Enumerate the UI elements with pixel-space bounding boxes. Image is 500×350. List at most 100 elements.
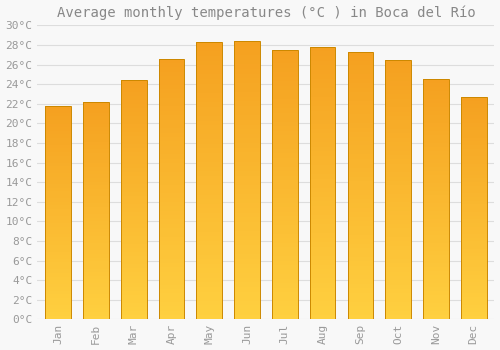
Bar [423,195,448,199]
Bar [461,153,486,156]
Bar [83,113,109,116]
Bar [348,154,373,159]
Bar [234,41,260,319]
Bar [386,146,411,150]
Bar [386,293,411,298]
Bar [158,102,184,106]
Bar [234,83,260,88]
Bar [83,225,109,229]
Bar [423,131,448,135]
Bar [386,86,411,90]
Bar [83,134,109,138]
Bar [386,224,411,229]
Bar [348,105,373,110]
Bar [386,298,411,302]
Bar [461,245,486,249]
Bar [234,222,260,226]
Bar [234,287,260,292]
Bar [461,116,486,119]
Bar [46,152,71,155]
Bar [461,149,486,153]
Bar [196,172,222,176]
Bar [83,203,109,207]
Bar [46,276,71,280]
Bar [196,162,222,167]
Bar [386,159,411,163]
Bar [234,152,260,157]
Bar [272,162,297,167]
Bar [386,289,411,293]
Bar [83,290,109,294]
Bar [272,158,297,162]
Bar [46,145,71,148]
Bar [46,312,71,316]
Bar [272,274,297,279]
Bar [423,127,448,131]
Bar [83,145,109,149]
Bar [386,216,411,220]
Bar [310,292,336,297]
Bar [196,195,222,199]
Bar [234,69,260,74]
Bar [348,119,373,123]
Bar [46,255,71,259]
Bar [272,270,297,274]
Bar [46,141,71,145]
Bar [158,163,184,167]
Bar [386,133,411,138]
Bar [158,80,184,85]
Bar [83,316,109,319]
Bar [423,143,448,147]
Bar [348,74,373,79]
Bar [461,286,486,290]
Bar [158,137,184,141]
Bar [46,302,71,305]
Bar [310,242,336,247]
Bar [234,102,260,106]
Bar [83,294,109,298]
Bar [461,241,486,245]
Bar [423,263,448,267]
Bar [83,232,109,236]
Bar [83,102,109,105]
Bar [310,192,336,197]
Bar [272,238,297,243]
Bar [461,97,486,319]
Bar [121,244,146,247]
Bar [158,293,184,298]
Bar [121,156,146,160]
Bar [234,139,260,143]
Bar [386,233,411,237]
Bar [348,114,373,119]
Bar [461,223,486,227]
Bar [158,241,184,245]
Bar [386,68,411,73]
Bar [121,312,146,315]
Bar [348,244,373,248]
Bar [272,234,297,238]
Bar [461,208,486,212]
Bar [83,193,109,196]
Bar [158,263,184,267]
Bar [348,261,373,266]
Bar [121,124,146,128]
Bar [234,189,260,194]
Bar [386,90,411,94]
Bar [461,230,486,234]
Bar [348,101,373,105]
Bar [461,275,486,279]
Bar [121,80,146,84]
Bar [461,141,486,145]
Bar [46,106,71,319]
Bar [196,70,222,75]
Bar [272,243,297,247]
Bar [83,116,109,120]
Bar [158,298,184,302]
Bar [461,282,486,286]
Bar [158,315,184,319]
Bar [386,81,411,86]
Bar [196,125,222,130]
Bar [158,159,184,163]
Bar [461,256,486,260]
Bar [158,115,184,119]
